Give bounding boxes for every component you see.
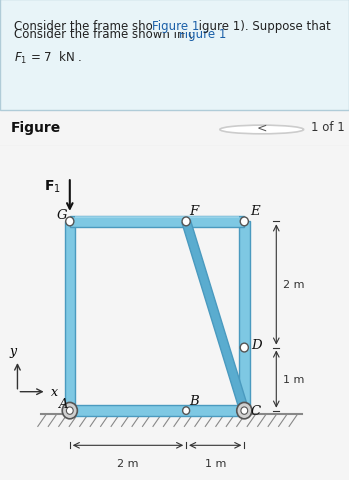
Circle shape (66, 217, 74, 227)
Text: F: F (189, 204, 198, 217)
Circle shape (220, 126, 304, 134)
Text: D: D (251, 338, 262, 351)
Polygon shape (65, 222, 75, 411)
Text: Figure 1: Figure 1 (14, 27, 227, 41)
Circle shape (183, 407, 190, 415)
Text: 2 m: 2 m (283, 280, 305, 290)
Circle shape (182, 217, 190, 227)
Text: E: E (250, 204, 260, 217)
Circle shape (62, 403, 77, 419)
Polygon shape (75, 216, 239, 219)
Text: Consider the frame shown in (Figure 1). Suppose that: Consider the frame shown in (Figure 1). … (14, 20, 331, 33)
Text: y: y (9, 344, 16, 357)
Polygon shape (239, 222, 250, 411)
Text: 1 m: 1 m (205, 458, 226, 468)
Circle shape (240, 343, 248, 352)
Text: $\mathbf{F}_1$: $\mathbf{F}_1$ (44, 179, 60, 195)
Polygon shape (70, 216, 244, 228)
Circle shape (240, 217, 248, 227)
Text: $F_1$ = 7  kN .: $F_1$ = 7 kN . (14, 50, 82, 66)
FancyBboxPatch shape (0, 0, 349, 110)
Circle shape (66, 407, 73, 414)
Text: x: x (51, 385, 58, 398)
Text: <: < (257, 121, 267, 134)
Polygon shape (70, 405, 244, 417)
Circle shape (237, 403, 252, 419)
Text: 2 m: 2 m (117, 458, 139, 468)
Text: Figure: Figure (10, 121, 61, 135)
Circle shape (241, 407, 248, 414)
Text: 1 m: 1 m (283, 374, 305, 384)
Polygon shape (182, 220, 248, 412)
Text: Consider the frame shown in (: Consider the frame shown in ( (14, 27, 193, 41)
Text: 1 of 1: 1 of 1 (311, 121, 344, 134)
Text: Figure 1: Figure 1 (152, 20, 199, 33)
Text: A: A (58, 397, 68, 410)
Text: C: C (250, 404, 260, 417)
Text: B: B (189, 395, 199, 408)
Text: G: G (57, 209, 68, 222)
